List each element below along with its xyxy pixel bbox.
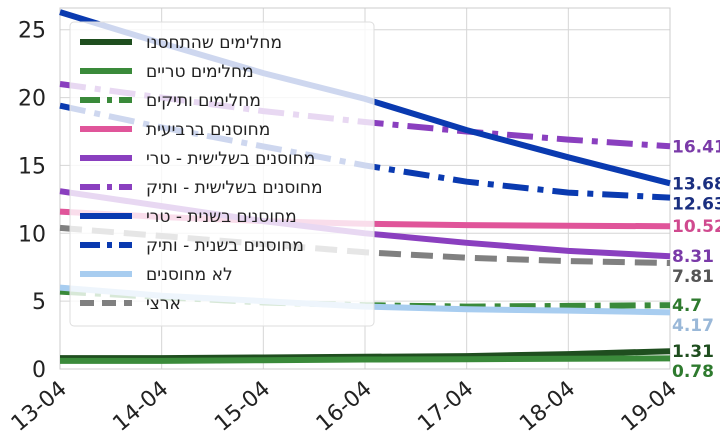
legend-label: מחוסנים בשלישית - ותיק: [146, 178, 323, 198]
legend-label: מחוסנים ברביעית: [146, 120, 270, 140]
legend-label: ארצי: [146, 294, 181, 314]
y-tick-label: 25: [18, 19, 46, 44]
plot-frame: [59, 7, 671, 370]
legend-box: [69, 21, 375, 327]
series-line: [60, 355, 671, 364]
x-tick-label: 16-04: [312, 376, 377, 436]
end-value-label: 12.63: [672, 194, 720, 214]
legend: מחלימים שהתחסנו מחלימים טריים מחלימים ותיק…: [69, 21, 375, 327]
x-tick-label: 14-04: [108, 376, 173, 436]
y-axis-ticks: 0 5 10 15 20 25: [18, 19, 46, 383]
legend-label: מחלימים טריים: [146, 62, 254, 82]
y-tick-label: 5: [32, 290, 46, 315]
end-value-label: 8.31: [672, 247, 714, 267]
y-tick-label: 15: [18, 154, 46, 179]
x-tick-label: 15-04: [210, 376, 275, 436]
x-tick-label: 17-04: [413, 376, 478, 436]
y-tick-label: 0: [32, 358, 46, 383]
end-value-label: 0.78: [672, 362, 714, 382]
end-value-label: 1.31: [672, 342, 714, 362]
x-tick-label: 19-04: [617, 376, 682, 436]
x-axis-ticks: 13-04 14-04 15-04 16-04 17-04 18-04 19-04: [7, 376, 682, 436]
end-value-label: 13.68: [672, 174, 720, 194]
legend-label: מחוסנים בשנית - טרי: [146, 207, 297, 227]
x-tick-label: 18-04: [515, 376, 580, 436]
x-tick-label: 13-04: [7, 376, 72, 436]
end-value-label: 16.41: [672, 137, 720, 157]
y-tick-label: 10: [18, 222, 46, 247]
y-tick-label: 20: [18, 87, 46, 112]
end-value-label: 4.17: [672, 316, 714, 336]
end-value-label: 4.7: [672, 296, 702, 316]
legend-label: מחלימים ותיקים: [146, 91, 261, 111]
legend-label: מחלימים שהתחסנו: [146, 33, 282, 53]
end-value-label: 7.81: [672, 267, 714, 287]
legend-label: מחוסנים בשלישית - טרי: [146, 149, 315, 169]
end-value-label: 10.52: [672, 217, 720, 237]
legend-label: לא מחוסנים: [146, 265, 233, 285]
legend-label: מחוסנים בשנית - ותיק: [146, 236, 304, 256]
